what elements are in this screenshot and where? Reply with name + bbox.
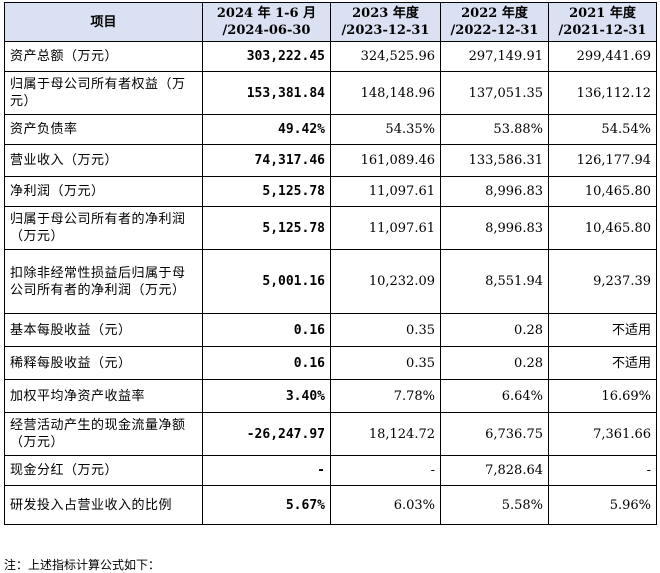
cell-2021: 5.96%	[548, 485, 657, 525]
financial-indicators-table: 项目 2024 年 1-6 月/2024-06-30 2023 年度/2023-…	[4, 2, 657, 525]
row-label: 归属于母公司所有者权益（万元）	[4, 71, 203, 115]
row-label: 扣除非经常性损益后归属于母公司所有者的净利润（万元）	[4, 249, 203, 314]
cell-2024h1: 49.42%	[202, 114, 331, 145]
table-row: 加权平均净资产收益率 3.40% 7.78% 6.64% 16.69%	[4, 379, 657, 413]
cell-2021: 7,361.66	[548, 412, 657, 456]
cell-2023: 161,089.46	[330, 144, 441, 177]
cell-2021: 16.69%	[548, 379, 657, 413]
cell-2024h1: 303,222.45	[202, 41, 331, 72]
row-label: 现金分红（万元）	[4, 455, 203, 486]
table-row: 稀释每股收益（元） 0.16 0.35 0.28 不适用	[4, 346, 657, 380]
cell-2024h1: 0.16	[202, 346, 331, 380]
cell-2021: 54.54%	[548, 114, 657, 145]
row-label: 归属于母公司所有者的净利润（万元）	[4, 206, 203, 250]
cell-2024h1: 153,381.84	[202, 71, 331, 115]
cell-2022: 0.28	[440, 313, 549, 347]
header-2023: 2023 年度/2023-12-31	[330, 2, 441, 42]
row-label: 净利润（万元）	[4, 176, 203, 207]
cell-2023: 148,148.96	[330, 71, 441, 115]
cell-2024h1: -26,247.97	[202, 412, 331, 456]
cell-2021: 9,237.39	[548, 249, 657, 314]
cell-2024h1: 3.40%	[202, 379, 331, 413]
cell-2023: 0.35	[330, 313, 441, 347]
header-item: 项目	[4, 2, 203, 42]
table-row: 经营活动产生的现金流量净额（万元） -26,247.97 18,124.72 6,73…	[4, 412, 657, 456]
cell-2021: 10,465.80	[548, 176, 657, 207]
cell-2023: 6.03%	[330, 485, 441, 525]
cell-2024h1: 5,001.16	[202, 249, 331, 314]
cell-2024h1: 5.67%	[202, 485, 331, 525]
cell-2022: 133,586.31	[440, 144, 549, 177]
row-label: 资产总额（万元）	[4, 41, 203, 72]
cell-2021: -	[548, 455, 657, 486]
table-row: 现金分红（万元） - -7,828.64-	[4, 455, 657, 486]
row-label: 研发投入占营业收入的比例	[4, 485, 203, 525]
cell-2021: 10,465.80	[548, 206, 657, 250]
cell-2023: 11,097.61	[330, 176, 441, 207]
cell-2023: 0.35	[330, 346, 441, 380]
cell-2021: 136,112.12	[548, 71, 657, 115]
row-label: 营业收入（万元）	[4, 144, 203, 177]
row-label: 基本每股收益（元）	[4, 313, 203, 347]
row-label: 加权平均净资产收益率	[4, 379, 203, 413]
table-row: 归属于母公司所有者权益（万元） 153,381.84 148,148.96 137,0…	[4, 71, 657, 115]
cell-2023: 18,124.72	[330, 412, 441, 456]
cell-2021: 不适用	[548, 346, 657, 380]
table-row: 营业收入（万元） 74,317.46 161,089.46 133,586.31 126…	[4, 144, 657, 177]
table-row: 扣除非经常性损益后归属于母公司所有者的净利润（万元） 5,001.16 10,232…	[4, 249, 657, 314]
cell-2021: 299,441.69	[548, 41, 657, 72]
cell-2022: 7,828.64	[440, 455, 549, 486]
cell-2024h1: 5,125.78	[202, 206, 331, 250]
cell-2022: 6.64%	[440, 379, 549, 413]
header-2021: 2021 年度/2021-12-31	[548, 2, 657, 42]
cell-2022: 8,996.83	[440, 176, 549, 207]
row-label: 经营活动产生的现金流量净额（万元）	[4, 412, 203, 456]
table-header-row: 项目 2024 年 1-6 月/2024-06-30 2023 年度/2023-…	[4, 2, 657, 42]
cell-2024h1: -	[202, 455, 331, 486]
table-row: 资产总额（万元） 303,222.45 324,525.96 297,149.91 29…	[4, 41, 657, 72]
table-row: 研发投入占营业收入的比例 5.67% 6.03% 5.58% 5.96%	[4, 485, 657, 525]
cell-2021: 不适用	[548, 313, 657, 347]
header-2022: 2022 年度/2022-12-31	[440, 2, 549, 42]
cell-2022: 8,996.83	[440, 206, 549, 250]
cell-2024h1: 0.16	[202, 313, 331, 347]
row-label: 资产负债率	[4, 114, 203, 145]
cell-2022: 53.88%	[440, 114, 549, 145]
cell-2021: 126,177.94	[548, 144, 657, 177]
cell-2023: 7.78%	[330, 379, 441, 413]
header-2024h1: 2024 年 1-6 月/2024-06-30	[202, 2, 331, 42]
row-label: 稀释每股收益（元）	[4, 346, 203, 380]
cell-2023: 324,525.96	[330, 41, 441, 72]
cell-2024h1: 5,125.78	[202, 176, 331, 207]
cell-2023: 54.35%	[330, 114, 441, 145]
financial-table-container: 项目 2024 年 1-6 月/2024-06-30 2023 年度/2023-…	[4, 2, 657, 525]
cell-2023: 10,232.09	[330, 249, 441, 314]
cell-2024h1: 74,317.46	[202, 144, 331, 177]
cell-2022: 6,736.75	[440, 412, 549, 456]
cell-2022: 0.28	[440, 346, 549, 380]
table-row: 资产负债率 49.42% 54.35% 53.88% 54.54%	[4, 114, 657, 145]
cell-2023: -	[330, 455, 441, 486]
cell-2023: 11,097.61	[330, 206, 441, 250]
table-row: 净利润（万元） 5,125.78 11,097.61 8,996.83 10,465.8…	[4, 176, 657, 207]
cell-2022: 137,051.35	[440, 71, 549, 115]
cell-2022: 8,551.94	[440, 249, 549, 314]
table-row: 基本每股收益（元） 0.16 0.35 0.28 不适用	[4, 313, 657, 347]
cell-2022: 297,149.91	[440, 41, 549, 72]
table-row: 归属于母公司所有者的净利润（万元） 5,125.78 11,097.61 8,996.…	[4, 206, 657, 250]
cell-2022: 5.58%	[440, 485, 549, 525]
